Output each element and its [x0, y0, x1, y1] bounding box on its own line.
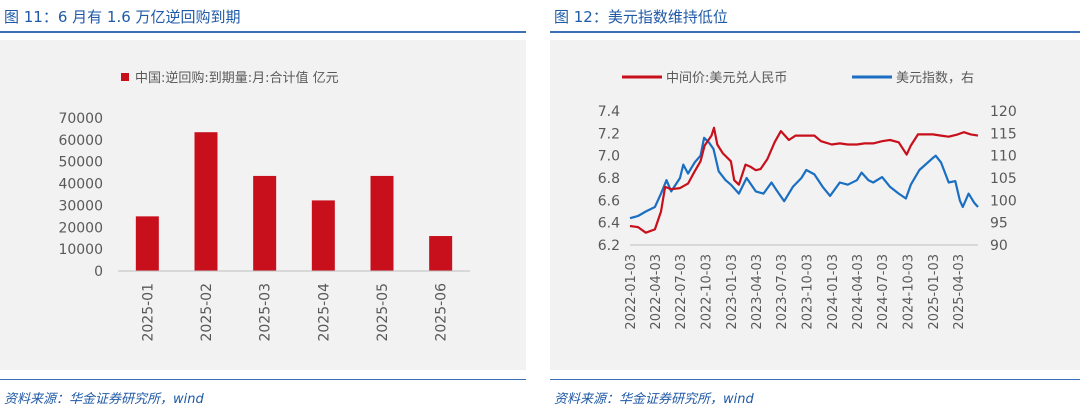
y-axis-left: 6.2 6.4 6.6 6.8 7.0 7.2 7.4 — [598, 104, 620, 254]
x-tick-label: 2025-03 — [258, 283, 274, 342]
y-right-tick-label: 90 — [990, 238, 1008, 254]
x-tick-label: 2025-01-03 — [927, 254, 942, 330]
figure-11-top-rule — [0, 31, 526, 33]
figure-12-title: 图 12：美元指数维持低位 — [554, 8, 728, 26]
y-right-tick-label: 105 — [990, 171, 1017, 187]
y-axis: 0 10000 20000 30000 40000 50000 60000 70000 — [58, 111, 103, 280]
y-left-tick-label: 7.0 — [598, 149, 620, 165]
y-right-tick-label: 100 — [990, 193, 1017, 209]
x-tick-label: 2024-07-03 — [876, 254, 891, 330]
x-axis-labels: 2022-01-03 2022-04-03 2022-07-03 2022-10-03… — [624, 254, 967, 330]
figure-12-source: 资料来源：华金证券研究所，wind — [554, 392, 754, 407]
y-tick-label: 10000 — [58, 242, 103, 258]
y-tick-label: 70000 — [58, 111, 103, 127]
x-tick-label: 2025-02 — [199, 283, 215, 342]
y-tick-label: 50000 — [58, 155, 103, 171]
y-left-tick-label: 6.8 — [598, 171, 620, 187]
y-right-tick-label: 110 — [990, 149, 1017, 165]
y-tick-label: 30000 — [58, 198, 103, 214]
bars — [135, 132, 453, 271]
figure-12-bottom-rule — [550, 379, 1080, 380]
x-axis-labels: 2025-01 2025-02 2025-03 2025-04 2025-05 2025-… — [140, 283, 449, 342]
figure-11-title: 图 11：6 月有 1.6 万亿逆回购到期 — [4, 8, 241, 26]
x-tick-label: 2024-04-03 — [851, 254, 866, 330]
x-tick-label: 2025-04 — [316, 283, 332, 342]
figure-11-bottom-rule — [0, 379, 526, 380]
series-lines — [629, 126, 979, 234]
series-line-dollar-index — [629, 136, 979, 220]
x-tick-label: 2025-01 — [140, 283, 156, 342]
y-right-tick-label: 115 — [990, 126, 1017, 142]
legend-label: 中国:逆回购:到期量:月:合计值 亿元 — [135, 70, 339, 86]
figure-12-top-rule — [550, 31, 1080, 33]
legend: 中间价:美元兑人民币 美元指数，右 — [622, 71, 974, 86]
y-right-tick-label: 95 — [990, 216, 1008, 232]
y-tick-label: 60000 — [58, 133, 103, 149]
y-right-tick-label: 120 — [990, 104, 1017, 120]
x-tick-label: 2025-06 — [434, 283, 450, 342]
x-tick-label: 2023-10-03 — [800, 254, 815, 330]
y-tick-label: 20000 — [58, 220, 103, 236]
bar — [311, 200, 335, 271]
x-tick-label: 2023-04-03 — [750, 254, 765, 330]
y-left-tick-label: 6.4 — [598, 216, 620, 232]
x-tick-label: 2024-10-03 — [902, 254, 917, 330]
y-tick-label: 0 — [94, 264, 103, 280]
legend-swatch — [121, 73, 129, 81]
x-tick-label: 2022-01-03 — [624, 254, 639, 330]
bar — [253, 175, 277, 271]
y-left-tick-label: 7.4 — [598, 104, 620, 120]
series-line-usdcny — [629, 126, 979, 234]
bar-chart: 中国:逆回购:到期量:月:合计值 亿元 0 10000 20000 30000 4000… — [58, 70, 470, 342]
bar — [194, 132, 218, 271]
x-tick-label: 2025-04-03 — [952, 254, 967, 330]
legend-label-cny: 中间价:美元兑人民币 — [666, 71, 787, 86]
y-left-tick-label: 6.6 — [598, 193, 620, 209]
y-tick-label: 40000 — [58, 177, 103, 193]
x-tick-label: 2022-07-03 — [674, 254, 689, 330]
y-left-tick-label: 7.2 — [598, 126, 620, 142]
figure-12-plot-background — [550, 40, 1080, 370]
y-axis-right: 90 95 100 105 110 115 120 — [990, 104, 1017, 254]
bar — [370, 175, 394, 271]
x-tick-label: 2023-01-03 — [725, 254, 740, 330]
legend-label-dxy: 美元指数，右 — [896, 71, 974, 86]
x-tick-label: 2022-04-03 — [649, 254, 664, 330]
bar — [135, 216, 159, 271]
x-tick-label: 2025-05 — [375, 283, 391, 342]
x-tick-label: 2022-10-03 — [699, 254, 714, 330]
x-tick-label: 2023-07-03 — [775, 254, 790, 330]
line-chart: 中间价:美元兑人民币 美元指数，右 6.26.46.66.87.07.27.4 … — [598, 71, 1017, 330]
x-tick-label: 2024-01-03 — [826, 254, 841, 330]
y-left-tick-label: 6.2 — [598, 238, 620, 254]
figure-12-panel: 图 12：美元指数维持低位 中间价:美元兑人民币 美元指数，右 6.2 6.4 6.… — [550, 0, 1080, 410]
figure-11-panel: 图 11：6 月有 1.6 万亿逆回购到期 中国:逆回购:到期量:月:合计值 亿… — [0, 0, 526, 410]
bar — [429, 236, 453, 271]
figure-11-source: 资料来源：华金证券研究所，wind — [4, 392, 204, 407]
